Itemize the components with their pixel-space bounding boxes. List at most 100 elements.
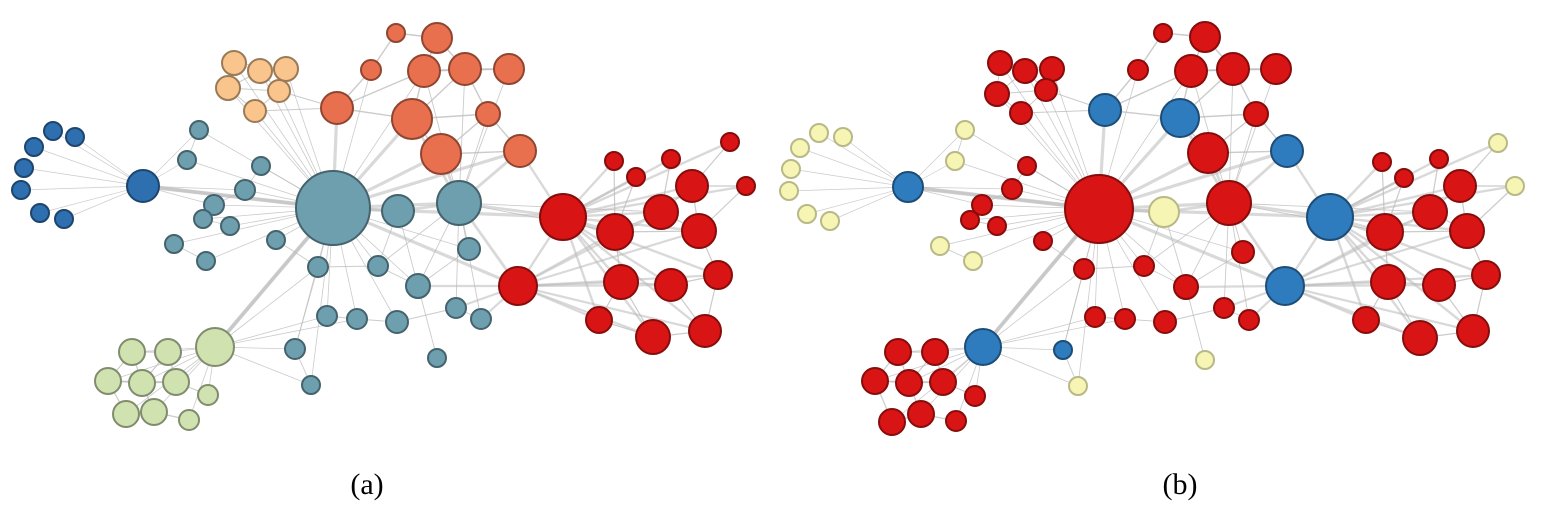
panel-a-edge bbox=[23, 167, 144, 187]
panel-a-node-peach bbox=[273, 56, 299, 82]
panel-a-node-steel-blue bbox=[251, 156, 271, 176]
panel-b-node-red bbox=[895, 369, 923, 397]
panel-a-node-red bbox=[720, 132, 740, 152]
panel-b-node-red bbox=[1370, 264, 1406, 300]
panel-b-node-pale-yellow bbox=[1488, 133, 1508, 153]
panel-a-node-steel-blue bbox=[405, 273, 431, 299]
panel-a-node-steel-blue bbox=[381, 194, 415, 228]
panel-b-node-pale-yellow bbox=[1068, 376, 1088, 396]
panel-b-node-blue bbox=[1270, 134, 1304, 168]
panel-a-node-peach bbox=[243, 99, 267, 123]
panel-a-edge bbox=[214, 266, 319, 348]
panel-a-node-steel-blue bbox=[203, 194, 225, 216]
panel-a-node-steel-blue bbox=[234, 179, 256, 201]
panel-b-edge bbox=[982, 268, 1085, 348]
panel-a-edge bbox=[562, 140, 731, 219]
panel-a-node-steel-blue bbox=[196, 251, 216, 271]
panel-b-edge bbox=[806, 186, 909, 215]
panel-b-node-red bbox=[1422, 268, 1456, 302]
panel-a-node-dark-blue bbox=[14, 158, 34, 178]
panel-a-node-salmon bbox=[420, 133, 462, 175]
panel-b-edge bbox=[1329, 141, 1499, 219]
panel-a-node-salmon bbox=[475, 101, 501, 127]
panel-b-node-red bbox=[1449, 213, 1485, 249]
panel-b-edge bbox=[1284, 211, 1431, 287]
panel-b-node-red bbox=[987, 216, 1007, 236]
panel-b-node-red bbox=[907, 400, 935, 428]
panel-b-node-blue bbox=[1160, 98, 1200, 138]
panel-a-node-steel-blue bbox=[307, 256, 329, 278]
network-panel-a bbox=[11, 22, 756, 431]
panel-a-node-light-green bbox=[154, 338, 182, 366]
panel-b-node-red bbox=[971, 194, 993, 216]
panel-b-node-blue bbox=[1053, 340, 1073, 360]
panel-a-node-steel-blue bbox=[284, 338, 306, 360]
panel-a-edge bbox=[20, 185, 144, 191]
panel-b-node-red bbox=[1231, 240, 1255, 264]
panel-b-node-pale-yellow bbox=[781, 159, 801, 179]
panel-a-node-peach bbox=[247, 58, 273, 84]
panel-b-node-pale-yellow bbox=[963, 251, 983, 271]
panel-a-node-light-green bbox=[112, 400, 140, 428]
panel-b-node-red bbox=[1372, 152, 1392, 172]
panel-b-node-red bbox=[984, 81, 1010, 107]
panel-b-node-red bbox=[1187, 132, 1229, 174]
panel-a-edge bbox=[562, 215, 719, 277]
panel-b-node-red bbox=[1216, 52, 1250, 86]
panel-b-node-red bbox=[1189, 21, 1221, 53]
panel-a-node-steel-blue bbox=[189, 120, 209, 140]
panel-b-node-red bbox=[1073, 258, 1095, 280]
panel-a-node-red bbox=[643, 194, 679, 230]
panel-a-edge bbox=[517, 229, 700, 288]
panel-a-node-dark-blue bbox=[43, 121, 63, 141]
panel-a-node-light-green bbox=[197, 384, 219, 406]
panel-b-node-red bbox=[1429, 149, 1449, 169]
panel-a-node-steel-blue bbox=[295, 170, 371, 246]
panel-a-node-steel-blue bbox=[266, 230, 286, 250]
panel-b-node-red bbox=[1133, 255, 1155, 277]
panel-b-node-red bbox=[1114, 308, 1136, 330]
panel-b-node-red bbox=[1243, 101, 1269, 127]
panel-b-node-red bbox=[1012, 58, 1038, 84]
panel-a-node-dark-blue bbox=[30, 203, 50, 223]
panel-a-edge bbox=[294, 266, 319, 350]
panel-b-edge bbox=[1062, 268, 1085, 351]
panel-b-node-red bbox=[1206, 180, 1252, 226]
panel-a-edge bbox=[517, 284, 706, 333]
caption-b: (b) bbox=[1162, 468, 1198, 501]
panel-b-edge bbox=[1284, 283, 1440, 288]
panel-b-edge bbox=[1284, 229, 1468, 288]
panel-b-node-red bbox=[960, 210, 980, 230]
panel-b-node-red bbox=[1034, 78, 1058, 102]
panel-a-node-light-green bbox=[178, 409, 200, 431]
panel-a-node-dark-blue bbox=[24, 137, 44, 157]
panel-b-edge bbox=[818, 132, 909, 188]
panel-b-nodes bbox=[779, 21, 1525, 436]
panel-a-node-dark-blue bbox=[54, 209, 74, 229]
panel-b-node-red bbox=[1352, 306, 1380, 334]
panel-a-node-steel-blue bbox=[385, 310, 409, 334]
panel-b-node-red bbox=[1412, 194, 1448, 230]
panel-b-node-pale-yellow bbox=[779, 181, 799, 201]
panel-b-node-red bbox=[1238, 309, 1260, 331]
panel-b-node-red bbox=[1471, 260, 1501, 290]
panel-a-node-red bbox=[596, 213, 634, 251]
panel-b-edge bbox=[1284, 284, 1421, 340]
panel-a-edge bbox=[517, 284, 654, 339]
panel-b-node-red bbox=[1394, 168, 1414, 188]
panel-a-node-peach bbox=[215, 75, 241, 101]
panel-b-node-red bbox=[1153, 23, 1173, 43]
panel-b-node-red bbox=[1402, 320, 1438, 356]
panel-a-node-red bbox=[661, 149, 681, 169]
panel-a-node-dark-blue bbox=[126, 169, 160, 203]
panel-b-edge bbox=[982, 316, 1096, 348]
panel-b-node-pale-yellow bbox=[1505, 176, 1525, 196]
panel-b-node-blue bbox=[892, 171, 924, 203]
panel-a-node-red bbox=[539, 193, 587, 241]
panel-a-node-red bbox=[498, 266, 538, 306]
panel-a-node-salmon bbox=[386, 23, 406, 43]
panel-b-node-red bbox=[1174, 54, 1208, 88]
panel-a-node-steel-blue bbox=[367, 255, 389, 277]
panel-a-node-dark-blue bbox=[65, 127, 85, 147]
